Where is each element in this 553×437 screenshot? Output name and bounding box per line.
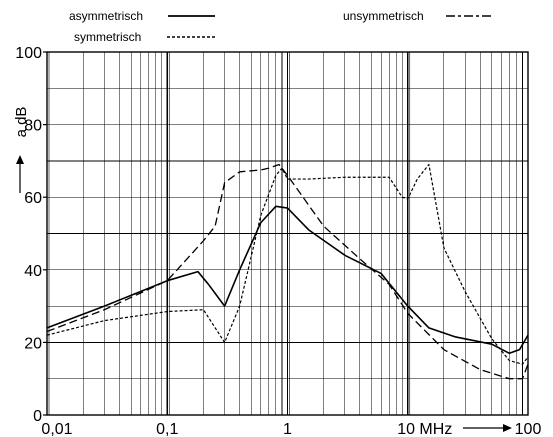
x-tick-label: 100 <box>515 421 542 437</box>
y-tick-label: 0 <box>33 408 42 425</box>
y-axis-label: a dB <box>13 107 30 193</box>
legend-label: unsymmetrisch <box>343 9 424 23</box>
series-line-asymmetrisch <box>46 205 529 355</box>
x-tick-label: 0,1 <box>156 421 178 437</box>
y-axis-arrow <box>16 155 24 193</box>
y-tick-label: 40 <box>24 263 42 280</box>
legend: asymmetrisch symmetrisch unsymmetrisch <box>69 9 494 44</box>
grid <box>46 51 528 416</box>
y-tick-label: 100 <box>15 45 42 62</box>
x-tick-label: 10 MHz <box>397 421 452 437</box>
x-tick-label: 1 <box>283 421 292 437</box>
legend-item-asymmetrisch: asymmetrisch <box>69 9 215 23</box>
tick-labels: 0 20 40 60 80 100 0,01 0,1 1 10 MHz 100 <box>15 45 541 437</box>
plot-frame <box>43 51 529 416</box>
series-line-unsymmetrisch <box>46 163 529 380</box>
series-layer <box>46 163 529 380</box>
x-tick-label: 0,01 <box>41 421 72 437</box>
y-tick-label: 20 <box>24 335 42 352</box>
y-tick-label: 80 <box>24 118 42 135</box>
series-line-symmetrisch <box>46 163 529 365</box>
y-axis-title: a dB <box>13 107 30 138</box>
legend-item-unsymmetrisch: unsymmetrisch <box>343 9 494 23</box>
x-axis-arrow <box>463 424 512 432</box>
legend-item-symmetrisch: symmetrisch <box>74 30 216 44</box>
y-tick-label: 60 <box>24 190 42 207</box>
plot-border <box>46 51 529 416</box>
legend-label: asymmetrisch <box>69 9 143 23</box>
legend-label: symmetrisch <box>74 30 141 44</box>
